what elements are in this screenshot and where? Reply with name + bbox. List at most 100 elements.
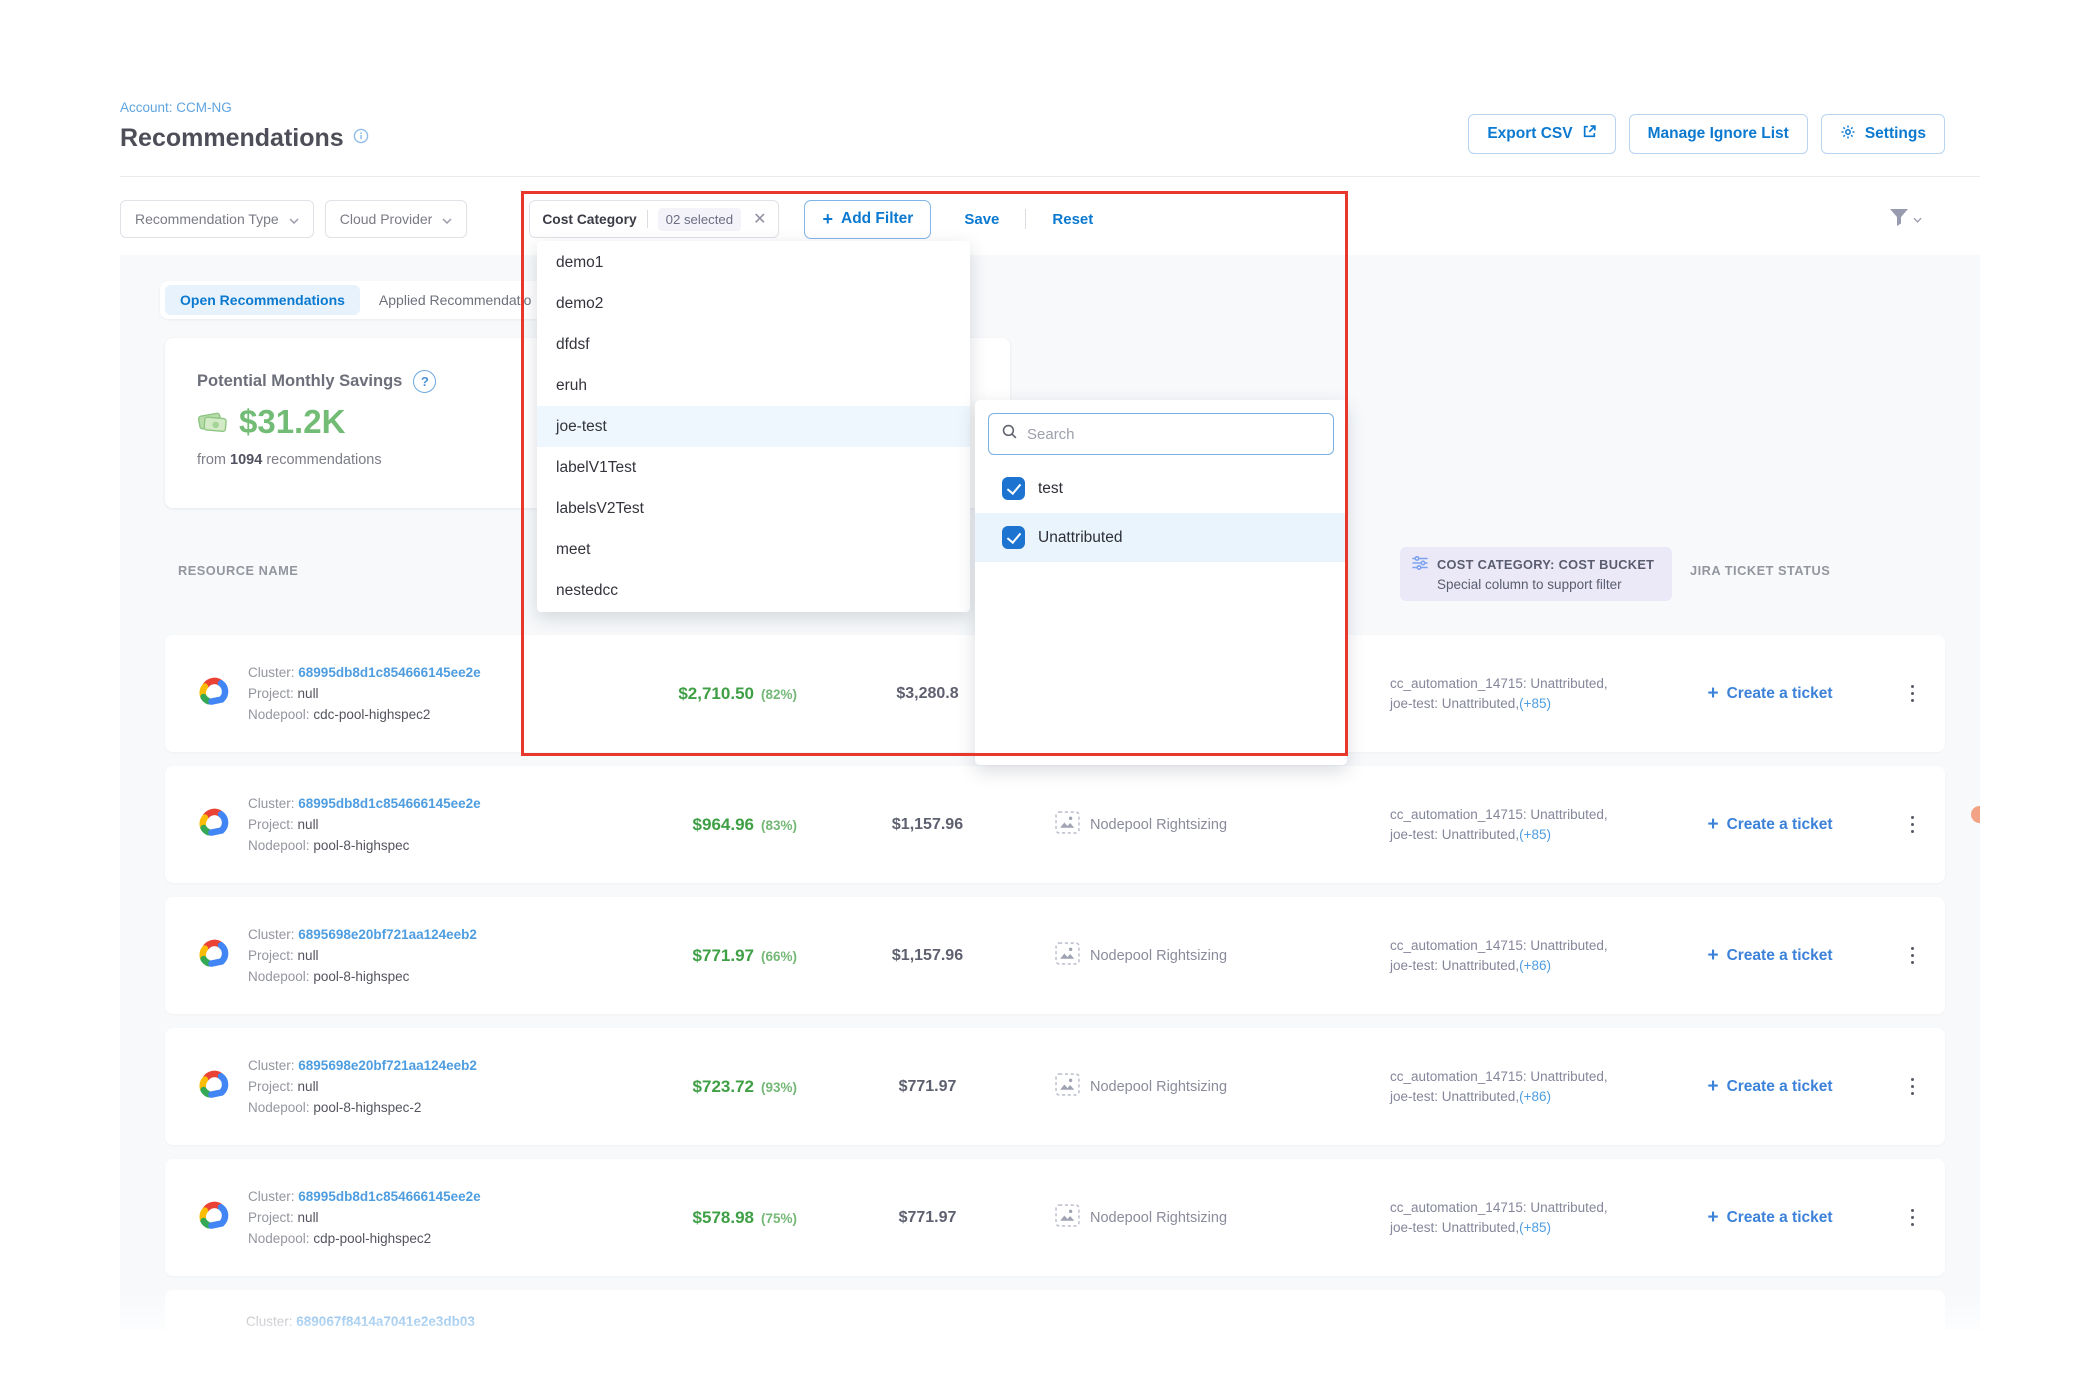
cost-category-line2: joe-test: Unattributed, bbox=[1390, 1219, 1520, 1235]
cost-category-line1: cc_automation_14715: Unattributed, bbox=[1390, 1200, 1608, 1215]
table-row[interactable]: Cluster: 6895698e20bf721aa124eeb2 Projec… bbox=[165, 1028, 1945, 1145]
search-input[interactable] bbox=[1027, 425, 1321, 443]
cluster-link[interactable]: 68995db8d1c854666145ee2e bbox=[298, 665, 481, 680]
cost-category-more-link[interactable]: (+85) bbox=[1519, 826, 1551, 842]
project-value: null bbox=[297, 686, 319, 701]
cluster-link[interactable]: 6895698e20bf721aa124eeb2 bbox=[298, 1058, 477, 1073]
row-menu-button[interactable] bbox=[1880, 946, 1945, 965]
cost-category-cell: cc_automation_14715: Unattributed, joe-t… bbox=[1390, 936, 1660, 975]
cost-category-more-link[interactable]: (+85) bbox=[1519, 1219, 1551, 1235]
cluster-link[interactable]: 68995db8d1c854666145ee2e bbox=[298, 1189, 481, 1204]
cost-category-option[interactable]: labelV1Test bbox=[556, 459, 637, 476]
bucket-option[interactable]: test bbox=[975, 464, 1347, 513]
search-box[interactable] bbox=[988, 413, 1334, 455]
nodepool-label: Nodepool: bbox=[248, 969, 310, 984]
save-filter-button[interactable]: Save bbox=[964, 210, 1000, 228]
export-csv-button[interactable]: Export CSV bbox=[1468, 114, 1616, 154]
cluster-link[interactable]: 6895698e20bf721aa124eeb2 bbox=[298, 927, 477, 942]
row-menu-button[interactable] bbox=[1880, 1077, 1945, 1096]
bucket-option-label: test bbox=[1038, 479, 1063, 497]
funnel-icon bbox=[1889, 208, 1909, 231]
savings-card-title: Potential Monthly Savings bbox=[197, 372, 403, 390]
project-value: null bbox=[297, 817, 319, 832]
row-menu-button[interactable] bbox=[1880, 684, 1945, 703]
resource-cell: Cluster: 6895698e20bf721aa124eeb2 Projec… bbox=[165, 1055, 605, 1118]
cluster-label: Cluster: bbox=[248, 1058, 295, 1073]
cost-category-dropdown: demo1 demo2 dfdsf eruh joe-test labelV1Test la… bbox=[537, 241, 970, 612]
savings-amount: $723.72 bbox=[692, 1076, 754, 1096]
cost-category-more-link[interactable]: (+85) bbox=[1519, 695, 1551, 711]
gcp-cloud-icon bbox=[195, 1066, 231, 1107]
create-ticket-button[interactable]: + Create a ticket bbox=[1707, 1075, 1833, 1097]
nodepool-image-icon bbox=[1055, 811, 1080, 838]
edge-widget-badge[interactable] bbox=[1971, 806, 1980, 823]
create-ticket-button[interactable]: + Create a ticket bbox=[1707, 1206, 1833, 1228]
cost-category-option[interactable]: joe-test bbox=[537, 406, 970, 447]
create-ticket-button[interactable]: + Create a ticket bbox=[1707, 682, 1833, 704]
savings-amount: $771.97 bbox=[692, 945, 754, 965]
monthly-cost-cell: $771.97 bbox=[825, 1209, 1030, 1227]
cost-category-option[interactable]: demo2 bbox=[556, 295, 604, 312]
cost-category-line1: cc_automation_14715: Unattributed, bbox=[1390, 676, 1608, 691]
cost-category-option[interactable]: labelsV2Test bbox=[556, 500, 644, 517]
project-value: null bbox=[297, 1079, 319, 1094]
bucket-option[interactable]: Unattributed bbox=[975, 513, 1347, 562]
table-row[interactable]: Cluster: 68995db8d1c854666145ee2e Projec… bbox=[165, 1159, 1945, 1276]
tab-open-recommendations[interactable]: Open Recommendations bbox=[165, 285, 360, 315]
search-icon bbox=[1001, 423, 1018, 445]
row-menu-button[interactable] bbox=[1880, 815, 1945, 834]
cost-category-column-header[interactable]: COST CATEGORY: COST BUCKET Special colum… bbox=[1400, 547, 1672, 601]
cost-category-option[interactable]: meet bbox=[556, 541, 591, 558]
cost-category-option[interactable]: dfdsf bbox=[556, 336, 590, 353]
close-icon[interactable]: ✕ bbox=[753, 211, 767, 228]
settings-button[interactable]: Settings bbox=[1820, 114, 1945, 154]
nodepool-label: Nodepool: bbox=[248, 1231, 310, 1246]
recommendation-type-cell: Nodepool Rightsizing bbox=[1030, 942, 1390, 969]
recommendation-type-label: Nodepool Rightsizing bbox=[1090, 1078, 1228, 1095]
savings-percent: (82%) bbox=[760, 686, 797, 702]
cost-category-more-link[interactable]: (+86) bbox=[1519, 957, 1551, 973]
filter-menu-button[interactable] bbox=[1889, 208, 1922, 231]
monthly-cost-cell: $3,280.8 bbox=[825, 685, 1030, 703]
help-icon[interactable]: ? bbox=[413, 370, 437, 393]
plus-icon: + bbox=[1707, 1206, 1719, 1228]
add-filter-button[interactable]: + Add Filter bbox=[804, 199, 932, 239]
nodepool-image-icon bbox=[1055, 1073, 1080, 1100]
gcp-cloud-icon bbox=[195, 673, 231, 714]
column-header-jira-ticket-status: JIRA TICKET STATUS bbox=[1690, 563, 1831, 578]
cost-category-line2: joe-test: Unattributed, bbox=[1390, 957, 1520, 973]
kebab-menu-icon bbox=[1910, 1077, 1915, 1096]
project-label: Project: bbox=[248, 1210, 294, 1225]
monthly-savings-cell: $578.98 (75%) bbox=[605, 1208, 825, 1228]
cluster-link[interactable]: 68995db8d1c854666145ee2e bbox=[298, 796, 481, 811]
checkbox[interactable] bbox=[1002, 526, 1025, 549]
gcp-cloud-icon bbox=[195, 935, 231, 976]
create-ticket-button[interactable]: + Create a ticket bbox=[1707, 944, 1833, 966]
tab-applied-recommendations[interactable]: Applied Recommendatio bbox=[378, 292, 532, 308]
recommendation-type-select[interactable]: Recommendation Type bbox=[120, 200, 314, 238]
kebab-menu-icon bbox=[1910, 1208, 1915, 1227]
savings-amount: $2,710.50 bbox=[678, 683, 754, 703]
chip-divider bbox=[646, 210, 648, 228]
reset-filter-button[interactable]: Reset bbox=[1052, 210, 1094, 228]
nodepool-label: Nodepool: bbox=[248, 838, 310, 853]
info-icon[interactable] bbox=[353, 128, 369, 149]
table-row[interactable]: Cluster: 6895698e20bf721aa124eeb2 Projec… bbox=[165, 897, 1945, 1014]
cost-category-filter-chip[interactable]: Cost Category 02 selected ✕ bbox=[529, 200, 780, 238]
savings-percent: (66%) bbox=[760, 948, 797, 964]
table-row[interactable]: Cluster: 68995db8d1c854666145ee2e Projec… bbox=[165, 766, 1945, 883]
cloud-provider-select[interactable]: Cloud Provider bbox=[324, 200, 468, 238]
cost-category-option[interactable]: demo1 bbox=[556, 254, 604, 271]
selected-count-badge: 02 selected bbox=[657, 207, 742, 231]
manage-ignore-list-button[interactable]: Manage Ignore List bbox=[1628, 114, 1808, 154]
savings-subtitle: from 1094 recommendations bbox=[197, 452, 382, 468]
cost-category-option[interactable]: nestedcc bbox=[556, 582, 619, 599]
cost-bucket-panel: test Unattributed bbox=[975, 400, 1347, 765]
account-breadcrumb[interactable]: Account: CCM-NG bbox=[120, 100, 232, 115]
header-divider bbox=[120, 176, 1980, 177]
cost-category-option[interactable]: eruh bbox=[556, 377, 588, 394]
checkbox[interactable] bbox=[1002, 477, 1025, 500]
create-ticket-button[interactable]: + Create a ticket bbox=[1707, 813, 1833, 835]
cost-category-more-link[interactable]: (+86) bbox=[1519, 1088, 1551, 1104]
row-menu-button[interactable] bbox=[1880, 1208, 1945, 1227]
